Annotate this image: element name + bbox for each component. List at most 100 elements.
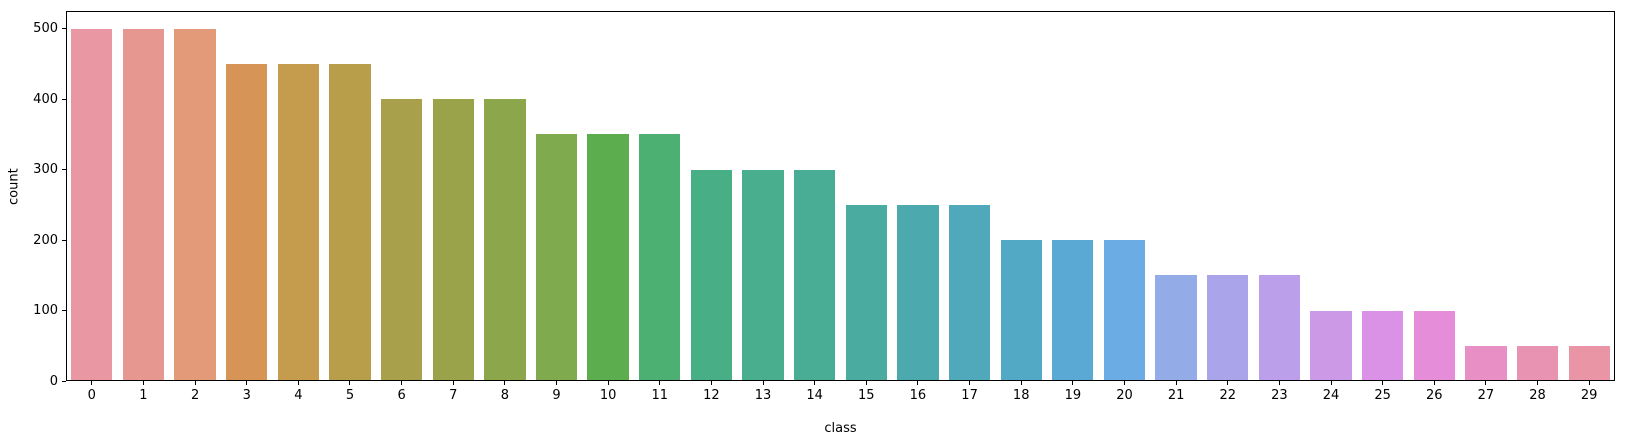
x-tick-mark (246, 381, 248, 385)
y-tick-mark (62, 98, 66, 100)
y-tick-label: 100 (33, 303, 58, 319)
x-tick-label: 21 (1167, 388, 1185, 403)
bar-class-19 (1052, 240, 1094, 380)
x-tick-label: 6 (397, 388, 406, 403)
x-tick-label: 29 (1580, 388, 1598, 403)
x-tick-label: 25 (1374, 388, 1391, 403)
bar-class-29 (1568, 345, 1610, 380)
y-tick-mark (62, 169, 66, 171)
bar-class-27 (1465, 345, 1507, 380)
y-tick-label: 500 (33, 21, 58, 37)
x-tick-label: 16 (909, 388, 927, 403)
y-tick-mark (62, 239, 66, 241)
x-tick-mark (1330, 381, 1332, 385)
bar-class-25 (1361, 310, 1404, 380)
bar-class-28 (1516, 345, 1559, 380)
x-tick-label: 14 (806, 388, 823, 403)
bar-class-21 (1155, 275, 1197, 380)
bar-class-4 (277, 63, 319, 380)
x-tick-mark (969, 381, 971, 385)
x-tick-mark (349, 381, 351, 385)
x-tick-label: 18 (1012, 388, 1030, 403)
x-tick-label: 1 (139, 388, 148, 403)
x-tick-label: 4 (294, 388, 303, 403)
x-tick-label: 5 (345, 388, 355, 403)
x-tick-mark (814, 381, 816, 385)
y-tick-mark (62, 310, 66, 312)
x-tick-mark (142, 381, 144, 385)
x-tick-mark (1382, 381, 1384, 385)
x-tick-label: 27 (1477, 388, 1495, 403)
x-tick-mark (297, 381, 299, 385)
y-tick-label: 200 (33, 232, 58, 248)
x-tick-label: 9 (552, 388, 561, 403)
x-tick-label: 3 (242, 388, 251, 403)
x-tick-label: 8 (500, 388, 510, 403)
bar-class-8 (484, 99, 526, 380)
bar-class-5 (329, 63, 371, 380)
y-tick-mark (62, 380, 66, 382)
bar-class-22 (1207, 275, 1249, 380)
y-axis-label: count (6, 168, 22, 205)
bar-class-3 (226, 63, 268, 380)
x-tick-mark (1123, 381, 1125, 385)
x-tick-mark (1227, 381, 1229, 385)
plot-area (66, 11, 1615, 381)
x-tick-label: 12 (703, 388, 720, 403)
x-tick-mark (1175, 381, 1177, 385)
bar-class-15 (845, 204, 887, 380)
bar-class-24 (1310, 310, 1352, 380)
bar-class-7 (432, 99, 474, 380)
x-tick-label: 23 (1271, 388, 1288, 403)
bar-class-18 (1000, 240, 1042, 380)
x-tick-label: 17 (961, 388, 978, 403)
bar-class-12 (690, 169, 733, 380)
bar-class-2 (174, 28, 216, 380)
x-tick-mark (1588, 381, 1590, 385)
x-tick-label: 22 (1219, 388, 1237, 403)
x-tick-mark (1485, 381, 1487, 385)
y-tick-label: 400 (33, 91, 58, 107)
x-tick-label: 15 (858, 388, 875, 403)
bar-class-23 (1258, 275, 1301, 380)
bar-class-26 (1413, 310, 1455, 380)
x-tick-mark (1278, 381, 1280, 385)
bar-class-14 (794, 169, 836, 380)
x-tick-mark (1072, 381, 1074, 385)
x-tick-label: 28 (1529, 388, 1546, 403)
bar-class-16 (897, 204, 939, 380)
x-tick-label: 13 (754, 388, 772, 403)
x-tick-label: 19 (1064, 388, 1082, 403)
bar-class-0 (71, 28, 113, 380)
x-tick-mark (607, 381, 609, 385)
bar-class-6 (380, 99, 423, 380)
bar-class-9 (535, 134, 578, 380)
x-tick-label: 0 (87, 388, 96, 403)
x-tick-mark (91, 381, 93, 385)
x-tick-label: 26 (1426, 388, 1443, 403)
x-tick-mark (659, 381, 661, 385)
bar-class-13 (742, 169, 784, 380)
x-tick-mark (504, 381, 506, 385)
bar-class-10 (587, 134, 629, 380)
bar-class-20 (1103, 240, 1146, 380)
bar-class-1 (122, 28, 165, 380)
bar-class-17 (948, 204, 991, 380)
y-tick-label: 300 (33, 162, 58, 178)
x-tick-mark (556, 381, 558, 385)
x-tick-mark (401, 381, 403, 385)
x-tick-mark (1537, 381, 1539, 385)
x-tick-mark (1433, 381, 1435, 385)
x-tick-label: 20 (1116, 388, 1133, 403)
x-tick-mark (710, 381, 712, 385)
bar-class-11 (639, 134, 681, 380)
x-tick-mark (1020, 381, 1022, 385)
x-tick-label: 2 (190, 388, 200, 403)
y-tick-label: 0 (49, 373, 58, 389)
x-tick-mark (452, 381, 454, 385)
x-tick-label: 24 (1322, 388, 1340, 403)
x-tick-mark (865, 381, 867, 385)
x-axis-label: class (824, 421, 857, 436)
y-tick-mark (62, 28, 66, 30)
